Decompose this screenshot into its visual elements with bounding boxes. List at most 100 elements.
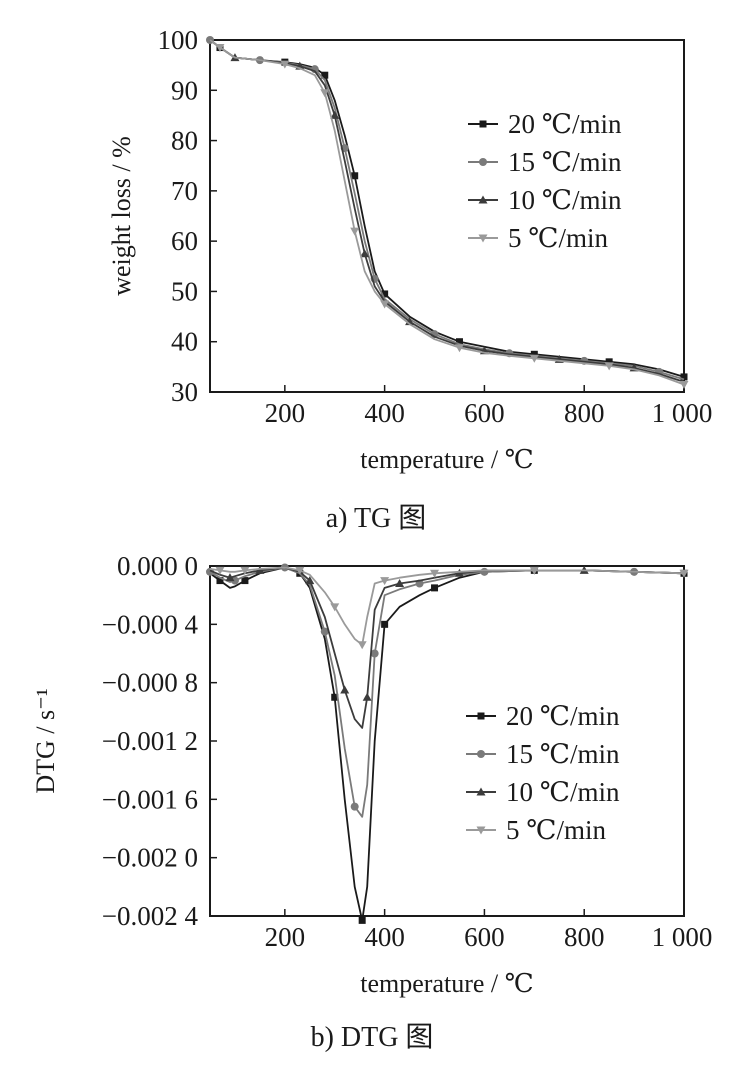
dtg-y-tick-label: −0.002 0 — [102, 843, 198, 873]
dtg-y-tick-label: 0.000 0 — [117, 551, 198, 581]
tg-caption: a) TG 图 — [326, 503, 427, 534]
dtg-y-tick-label: −0.001 6 — [102, 784, 198, 814]
dtg-data-point — [305, 576, 315, 585]
dtg-legend-label: 20 ℃/min — [506, 701, 620, 731]
dtg-series-line — [209, 566, 685, 646]
dtg-legend-marker — [476, 826, 486, 835]
dtg-x-tick-label: 1 000 — [652, 922, 713, 952]
dtg-data-point — [357, 641, 367, 650]
dtg-x-tick-label: 800 — [564, 922, 605, 952]
tg-y-tick-label: 60 — [171, 226, 198, 256]
tg-data-point — [679, 380, 689, 389]
tg-legend: 20 ℃/min 15 ℃/min 10 ℃/min 5 ℃/min — [468, 109, 622, 253]
tg-x-axis-label: temperature / ℃ — [360, 445, 533, 474]
dtg-legend-label: 15 ℃/min — [506, 739, 620, 769]
tg-x-tick-label: 600 — [464, 398, 505, 428]
tg-data-point — [280, 60, 290, 69]
dtg-x-tick-label: 600 — [464, 922, 505, 952]
tg-legend-marker — [479, 120, 487, 128]
tg-x-tick-label: 200 — [265, 398, 306, 428]
tg-data-point — [529, 354, 539, 363]
tg-y-tick-label: 40 — [171, 327, 198, 357]
tg-data-point — [530, 350, 538, 358]
dtg-legend-label: 5 ℃/min — [506, 815, 606, 845]
dtg-legend: 20 ℃/min 15 ℃/min 10 ℃/min 5 ℃/min — [466, 701, 620, 845]
tg-data-point — [215, 44, 225, 53]
tg-y-tick-label: 30 — [171, 377, 198, 407]
dtg-axis-ticks: 200 400 600 800 1 000 0.000 0 −0.000 4 −0.000 8… — [102, 551, 713, 952]
dtg-caption: b) DTG 图 — [311, 1022, 434, 1053]
tg-x-tick-label: 800 — [564, 398, 605, 428]
dtg-data-point — [241, 577, 249, 585]
tg-data-point — [380, 300, 390, 309]
dtg-data-point — [431, 584, 439, 592]
dtg-data-point — [330, 603, 340, 612]
dtg-y-tick-label: −0.000 4 — [102, 609, 199, 639]
dtg-legend-label: 10 ℃/min — [506, 777, 620, 807]
dtg-chart: 200 400 600 800 1 000 0.000 0 −0.000 4 −0.000 8… — [31, 551, 712, 1053]
tg-y-axis-label: weight loss / % — [107, 136, 136, 296]
dtg-y-tick-label: −0.001 2 — [102, 726, 198, 756]
tg-legend-marker — [478, 234, 488, 243]
tg-y-tick-label: 100 — [158, 25, 199, 55]
dtg-data-point — [215, 566, 225, 575]
dtg-legend-marker — [477, 712, 485, 720]
dtg-data-point — [295, 566, 305, 575]
tg-data-point — [455, 338, 463, 346]
tg-data-point — [350, 227, 360, 236]
tg-y-tick-label: 50 — [171, 276, 198, 306]
dtg-data-point — [358, 916, 366, 924]
tg-x-tick-label: 1 000 — [652, 398, 713, 428]
dtg-data-point — [362, 692, 372, 701]
dtg-data-point — [340, 685, 350, 694]
tg-data-point — [321, 71, 329, 79]
dtg-data-point — [381, 620, 389, 628]
tg-legend-marker — [479, 158, 487, 166]
dtg-legend-marker — [476, 787, 486, 796]
tg-legend-marker — [478, 195, 488, 204]
tg-legend-label: 10 ℃/min — [508, 185, 622, 215]
tg-x-tick-label: 400 — [364, 398, 405, 428]
dtg-data-point — [320, 627, 329, 636]
dtg-legend-marker — [477, 750, 485, 758]
dtg-y-tick-label: −0.000 8 — [102, 668, 198, 698]
tg-axis-ticks: 200 400 600 800 1 000 30 40 50 60 70 80 90 100 — [158, 25, 713, 428]
tg-data-point — [680, 373, 688, 381]
tg-data-point — [381, 290, 389, 298]
dtg-series — [206, 563, 689, 924]
dtg-data-point — [240, 566, 250, 575]
dtg-x-tick-label: 200 — [265, 922, 306, 952]
tg-series — [206, 36, 689, 389]
tg-chart: 200 400 600 800 1 000 30 40 50 60 70 80 90 100 20 ℃/… — [107, 25, 712, 534]
dtg-y-axis-label: DTG / s⁻¹ — [31, 688, 60, 793]
tg-series-line — [209, 39, 685, 386]
tg-legend-label: 5 ℃/min — [508, 223, 608, 253]
dtg-data-point — [255, 565, 265, 574]
tg-legend-label: 20 ℃/min — [508, 109, 622, 139]
dtg-data-point — [430, 569, 440, 578]
dtg-series-line — [209, 566, 685, 818]
tg-data-point — [454, 344, 464, 353]
tg-y-tick-label: 90 — [171, 75, 198, 105]
dtg-data-point — [225, 573, 235, 582]
dtg-data-point — [480, 567, 489, 576]
dtg-data-point — [216, 577, 224, 585]
tg-data-point — [605, 358, 613, 366]
tg-y-tick-label: 80 — [171, 126, 198, 156]
tg-legend-label: 15 ℃/min — [508, 147, 622, 177]
tg-data-point — [604, 362, 614, 371]
tg-y-tick-label: 70 — [171, 176, 198, 206]
dtg-data-point — [679, 569, 689, 578]
tg-data-point — [320, 89, 330, 98]
dtg-y-tick-label: −0.002 4 — [102, 901, 199, 931]
dtg-data-point — [370, 649, 379, 658]
dtg-x-axis-label: temperature / ℃ — [360, 969, 533, 998]
dtg-data-point — [380, 577, 390, 586]
dtg-data-point — [529, 566, 539, 575]
dtg-data-point — [350, 802, 359, 811]
dtg-data-point — [395, 579, 405, 587]
tg-data-point — [330, 110, 340, 119]
tg-data-point — [360, 249, 370, 258]
dtg-x-tick-label: 400 — [364, 922, 405, 952]
